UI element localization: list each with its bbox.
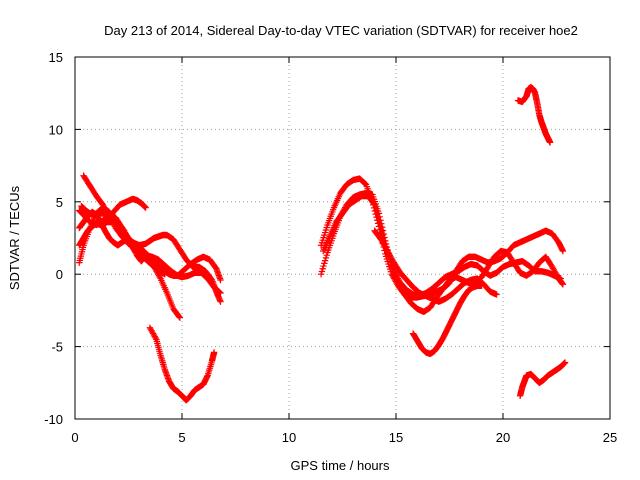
series-arc-g [103, 195, 149, 223]
series-arc-o [516, 359, 569, 400]
data-point-interp [370, 200, 377, 207]
x-tick-label: 25 [603, 430, 617, 445]
series-arc-n [514, 84, 554, 146]
y-tick-label: 5 [56, 195, 63, 210]
x-tick-label: 10 [282, 430, 296, 445]
data-point-interp [375, 216, 382, 224]
y-tick-label: 15 [49, 50, 63, 65]
data-point [176, 314, 184, 321]
data-point [217, 298, 224, 305]
data-point-interp [373, 207, 380, 215]
data-point-interp [377, 223, 384, 230]
chart-title: Day 213 of 2014, Sidereal Day-to-day VTE… [104, 23, 578, 38]
series-arc-j [317, 189, 567, 316]
data-point [493, 291, 500, 298]
y-tick-label: -10 [44, 412, 63, 427]
grid-layer [75, 57, 610, 419]
data-point [557, 275, 564, 282]
ticks-layer: 0 5 10 15 20 25 -10 -5 0 5 10 15 [44, 50, 617, 445]
data-point-interp [175, 313, 183, 320]
data-point [210, 349, 218, 356]
series-arc-k [320, 192, 564, 300]
data-point [140, 255, 147, 262]
series-arc-h [146, 324, 218, 404]
data-point-interp [372, 204, 379, 211]
data-point-interp [374, 213, 382, 221]
data-point-interp [373, 210, 381, 218]
data-point [546, 139, 554, 146]
x-tick-label: 0 [71, 430, 78, 445]
plot-frame [74, 56, 611, 420]
data-point [142, 204, 149, 211]
y-tick-label: -5 [51, 340, 63, 355]
data-point [217, 276, 224, 284]
data-points [76, 84, 569, 404]
data-point-interp [156, 273, 163, 281]
data-point-interp [376, 219, 383, 227]
data-point [371, 201, 378, 208]
series-arc-m [409, 282, 485, 358]
x-tick-label: 20 [496, 430, 510, 445]
series-arc-f [78, 202, 147, 265]
data-point [561, 359, 569, 366]
data-point [377, 226, 385, 233]
data-point [559, 281, 567, 288]
x-tick-label: 5 [178, 430, 185, 445]
data-point [559, 247, 567, 255]
data-point-interp [152, 334, 159, 342]
x-tick-label: 15 [389, 430, 403, 445]
series-arc-l [371, 227, 500, 305]
data-point-interp [378, 229, 386, 236]
y-axis-label: SDTVAR / TECUs [7, 185, 22, 290]
x-axis-label: GPS time / hours [291, 458, 390, 473]
y-tick-label: 0 [56, 267, 63, 282]
data-point [478, 282, 485, 289]
y-tick-label: 10 [49, 122, 63, 137]
